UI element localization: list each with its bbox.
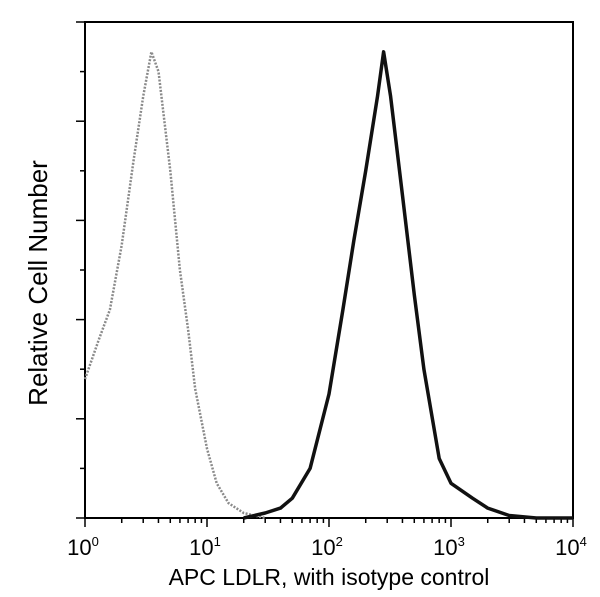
y-axis-label: Relative Cell Number bbox=[23, 160, 53, 406]
x-axis-label: APC LDLR, with isotype control bbox=[169, 564, 490, 590]
series-line-ldlr bbox=[243, 50, 573, 520]
x-tick-exponent: 0 bbox=[92, 534, 99, 549]
x-tick-label: 104 bbox=[555, 534, 587, 560]
x-tick-label: 100 bbox=[67, 534, 99, 560]
x-tick-exponent: 1 bbox=[214, 534, 221, 549]
x-tick-exponent: 2 bbox=[336, 534, 343, 549]
x-tick-label: 101 bbox=[189, 534, 221, 560]
x-tick-exponent: 3 bbox=[458, 534, 465, 549]
plot-frame bbox=[84, 21, 574, 519]
x-tick-label: 102 bbox=[311, 534, 343, 560]
x-tick-exponent: 4 bbox=[580, 534, 587, 549]
x-tick-label: 103 bbox=[433, 534, 465, 560]
series-line-isotype bbox=[83, 50, 266, 520]
